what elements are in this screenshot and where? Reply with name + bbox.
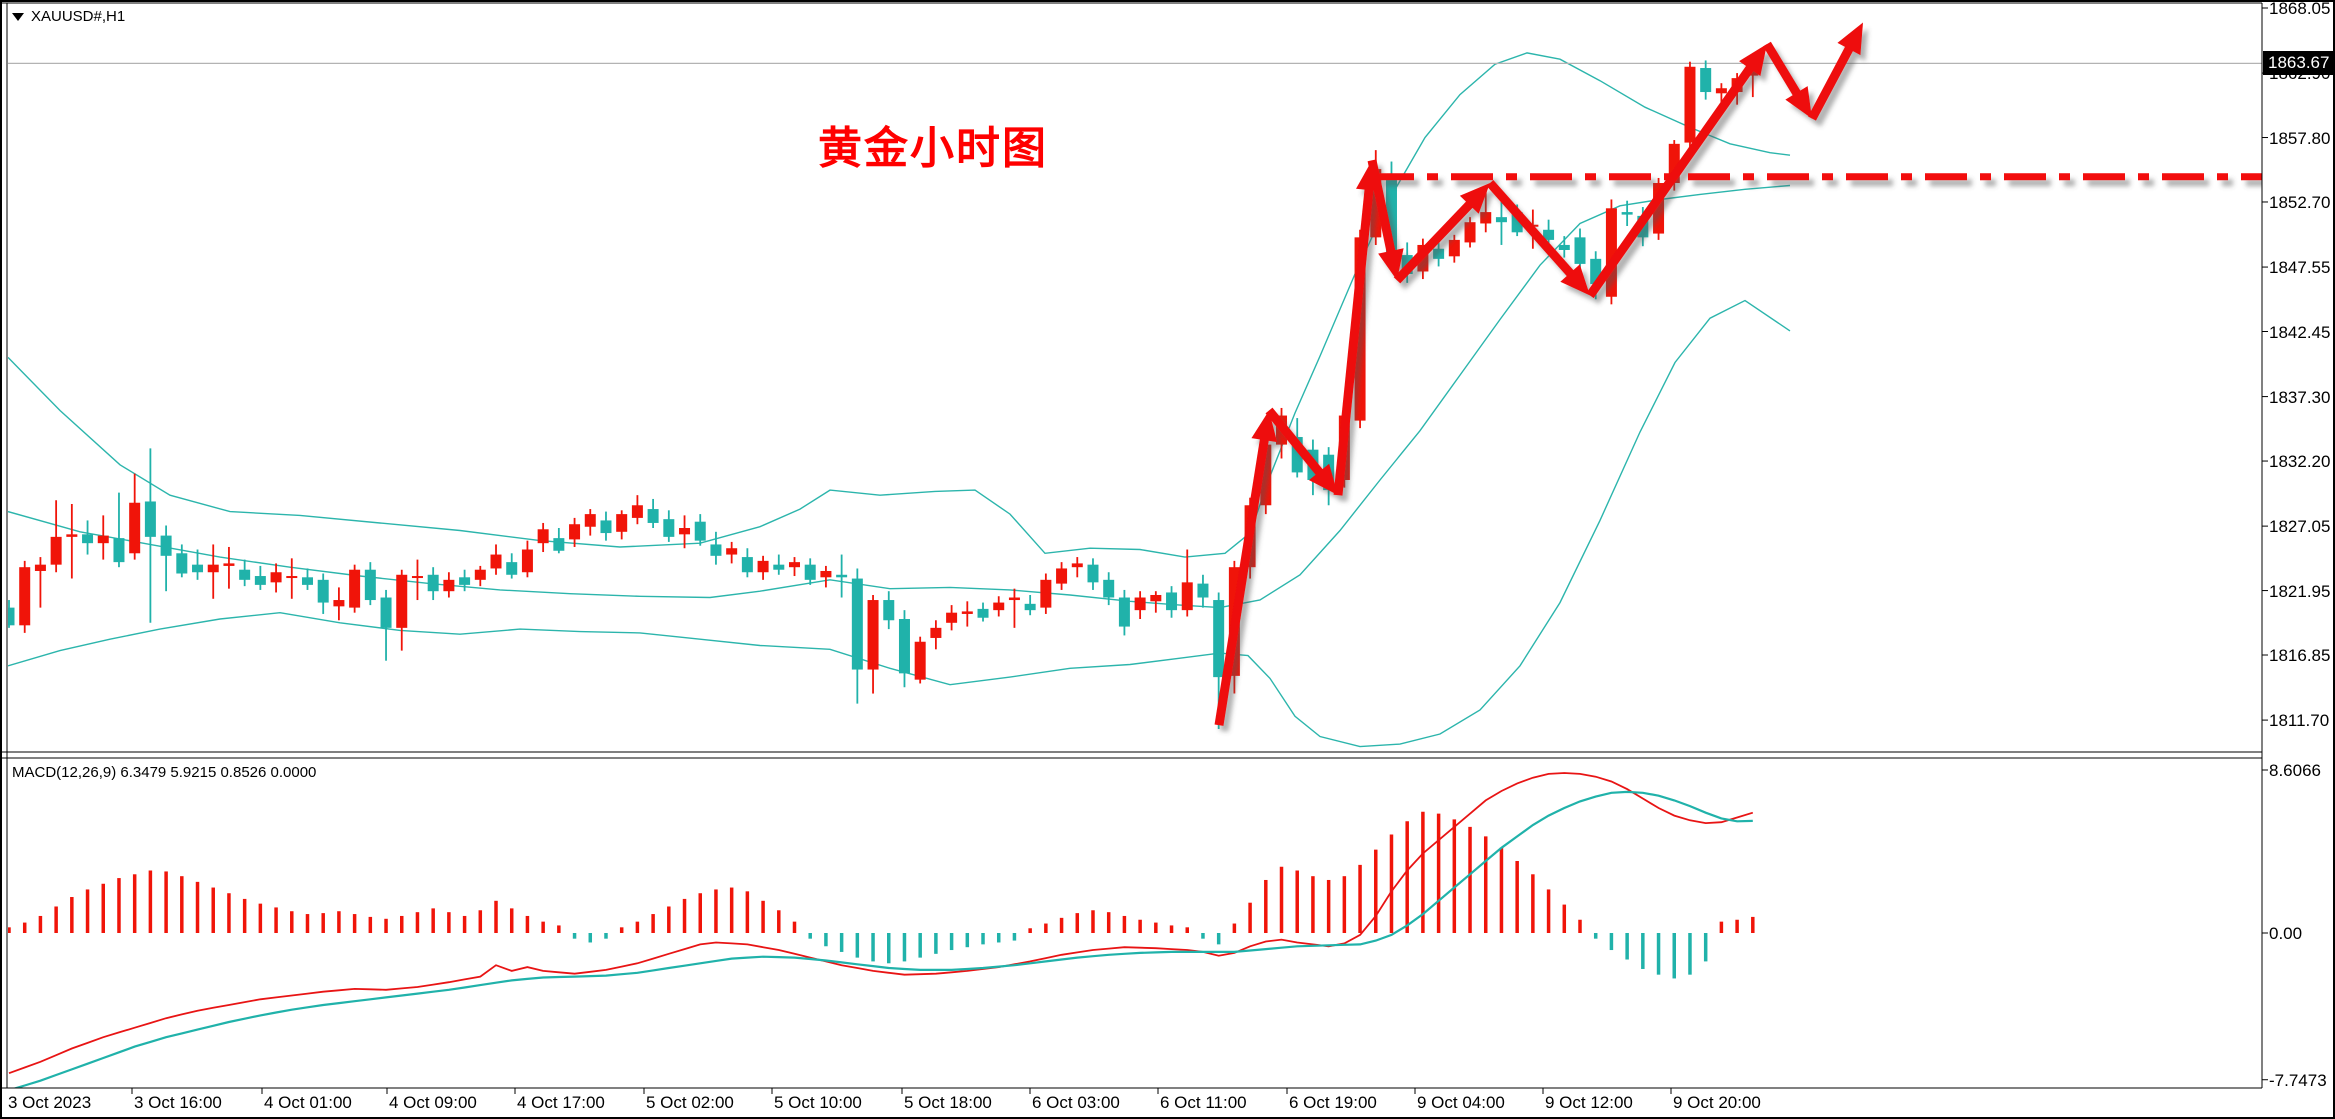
bollinger-upper-band <box>8 52 1791 558</box>
current-price-badge: 1863.67 <box>2263 51 2335 76</box>
time-axis-label: 9 Oct 20:00 <box>1673 1093 1761 1112</box>
macd-main-line <box>8 772 1754 1075</box>
price-axis-label: 1857.80 <box>2269 128 2331 148</box>
macd-panel[interactable] <box>8 772 1755 1090</box>
arrowhead-icon <box>1739 44 1767 77</box>
time-axis-label: 3 Oct 2023 <box>8 1093 92 1112</box>
time-axis-label: 9 Oct 04:00 <box>1417 1093 1505 1112</box>
arrowhead-icon <box>1308 463 1338 496</box>
panel-borders <box>2 2 2268 1094</box>
price-axis-label: 1816.85 <box>2269 646 2331 665</box>
arrowhead-icon <box>1378 248 1404 281</box>
macd-axis-label: 8.6066 <box>2269 760 2321 780</box>
arrowhead-icon <box>1785 86 1812 119</box>
chevron-down-icon <box>12 12 24 21</box>
price-axis-label: 1827.05 <box>2269 517 2331 537</box>
price-axis-label: 1832.20 <box>2269 452 2331 472</box>
symbol-timeframe-label[interactable]: XAUUSD#,H1 <box>12 8 125 25</box>
price-axis-label: 1842.45 <box>2269 322 2331 342</box>
arrowhead-icon <box>1459 183 1490 214</box>
price-axis-label: 1837.30 <box>2269 387 2331 407</box>
arrowhead-icon <box>1560 264 1590 296</box>
macd-axis-label: -7.7473 <box>2269 1070 2327 1090</box>
macd-signal-line <box>12 790 1753 1088</box>
annotation-layer[interactable] <box>1214 22 2262 726</box>
price-axis-label: 1868.05 <box>2269 0 2331 18</box>
macd-indicator-label[interactable]: MACD(12,26,9) 6.3479 5.9215 0.8526 0.000… <box>12 764 317 781</box>
symbol-text: XAUUSD#,H1 <box>31 8 126 25</box>
macd-axis-label: 0.00 <box>2269 924 2303 943</box>
chart-title-annotation: 黄金小时图 <box>818 123 1048 174</box>
time-axis-label: 3 Oct 16:00 <box>134 1093 222 1112</box>
time-axis-label: 4 Oct 17:00 <box>517 1093 605 1112</box>
time-axis-label: 4 Oct 09:00 <box>389 1093 477 1112</box>
time-axis-label: 4 Oct 01:00 <box>264 1093 352 1112</box>
macd-histogram <box>8 811 1755 979</box>
trend-zigzag-arrows[interactable] <box>1214 22 1863 726</box>
price-axis-label: 1847.55 <box>2269 258 2331 278</box>
time-axis-label: 5 Oct 10:00 <box>774 1093 862 1112</box>
time-axis-label: 5 Oct 18:00 <box>904 1093 992 1112</box>
bollinger-middle-band <box>8 184 1791 609</box>
arrowhead-icon <box>1837 22 1863 56</box>
price-axis-label: 1811.70 <box>2269 711 2330 731</box>
time-axis-label: 9 Oct 12:00 <box>1545 1093 1633 1112</box>
time-axis-label: 6 Oct 19:00 <box>1289 1093 1377 1112</box>
time-axis-label: 6 Oct 03:00 <box>1032 1093 1120 1112</box>
price-axis-label: 1852.70 <box>2269 192 2331 212</box>
time-axis-label: 6 Oct 11:00 <box>1160 1093 1247 1112</box>
time-axis-label: 5 Oct 02:00 <box>646 1093 734 1112</box>
price-axis-label: 1821.95 <box>2269 581 2331 601</box>
main-price-panel[interactable] <box>4 22 2263 748</box>
bollinger-lower-band <box>8 299 1791 748</box>
